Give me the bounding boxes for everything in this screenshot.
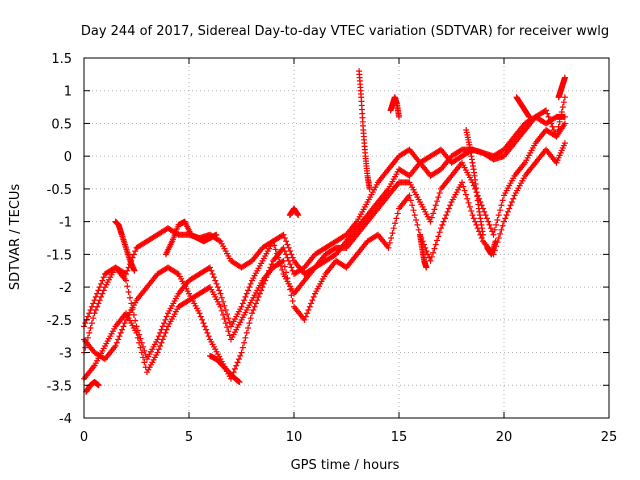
series-spike-g	[463, 127, 486, 238]
marker-path	[162, 218, 220, 258]
x-tick-label: 25	[601, 430, 618, 445]
x-tick-labels: 0 5 10 15 20 25	[80, 430, 617, 445]
series-spike-j	[555, 74, 568, 101]
series-spike-c	[286, 205, 302, 219]
series-spike-h	[484, 238, 499, 258]
y-tick-label: 0	[64, 150, 72, 165]
data-points	[81, 68, 568, 395]
y-tick-label: -2.5	[47, 314, 72, 329]
marker-path	[83, 379, 102, 395]
series-spike-k	[83, 379, 102, 395]
y-tick-label: 1	[64, 85, 72, 100]
series-spike-a	[112, 218, 138, 274]
series-track-1	[81, 107, 568, 330]
marker-path	[81, 94, 568, 363]
marker-path	[81, 107, 568, 330]
plot-frame	[83, 57, 610, 419]
marker-path	[555, 74, 568, 101]
x-tick-label: 5	[185, 430, 193, 445]
y-tick-label: 1.5	[51, 52, 72, 67]
x-tick-label: 0	[80, 430, 88, 445]
y-tick-label: -0.5	[47, 183, 72, 198]
series-spike-f	[417, 231, 430, 271]
y-tick-label: -1	[59, 216, 72, 231]
series-spike-b	[162, 218, 220, 258]
y-tick-label: -3	[59, 347, 72, 362]
series-spike-d	[356, 68, 373, 192]
marker-path	[463, 127, 486, 238]
marker-path	[484, 238, 499, 258]
marker-path	[513, 94, 533, 120]
x-axis-label: GPS time / hours	[291, 458, 400, 473]
series-track-2	[81, 94, 568, 363]
x-tick-label: 10	[286, 430, 303, 445]
y-axis-label: SDTVAR / TECUs	[8, 184, 23, 291]
axis-ticks	[83, 57, 610, 419]
y-tick-label: -3.5	[47, 379, 72, 394]
y-tick-labels: -4 -3.5 -3 -2.5 -2 -1.5 -1 -0.5 0 0.5 1 1.5	[47, 52, 72, 427]
x-tick-label: 15	[391, 430, 408, 445]
marker-path	[356, 68, 373, 192]
series-spike-e	[387, 94, 402, 120]
y-tick-label: -1.5	[47, 248, 72, 263]
marker-path	[387, 94, 402, 120]
marker-path	[207, 352, 243, 385]
x-tick-label: 20	[496, 430, 513, 445]
y-tick-label: -2	[59, 281, 72, 296]
y-tick-label: -4	[59, 412, 72, 427]
marker-path	[417, 231, 430, 271]
y-tick-label: 0.5	[51, 117, 72, 132]
chart-title: Day 244 of 2017, Sidereal Day-to-day VTE…	[81, 24, 609, 39]
series-spike-i	[513, 94, 533, 120]
marker-path	[286, 205, 302, 219]
marker-path	[112, 218, 138, 274]
series-spike-l	[207, 352, 243, 385]
